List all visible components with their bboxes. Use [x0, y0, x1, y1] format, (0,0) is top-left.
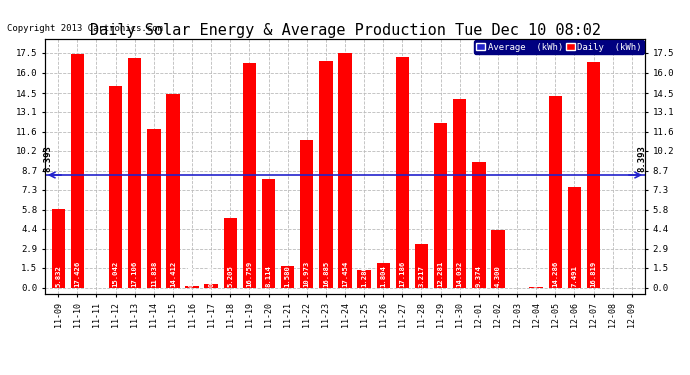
Bar: [415, 244, 428, 288]
Text: 17.454: 17.454: [342, 260, 348, 286]
Text: 17.186: 17.186: [400, 260, 405, 286]
Text: 8.393: 8.393: [43, 146, 52, 172]
Bar: [395, 57, 409, 288]
Text: 14.286: 14.286: [552, 260, 558, 286]
Text: 1.804: 1.804: [380, 265, 386, 286]
Bar: [549, 96, 562, 288]
Bar: [472, 162, 486, 288]
Text: 7.491: 7.491: [571, 265, 578, 286]
Title: Daily Solar Energy & Average Production Tue Dec 10 08:02: Daily Solar Energy & Average Production …: [90, 23, 600, 38]
Bar: [491, 230, 504, 288]
Bar: [453, 99, 466, 288]
Text: 12.281: 12.281: [437, 260, 444, 286]
Bar: [262, 179, 275, 288]
Bar: [586, 62, 600, 288]
Bar: [70, 54, 84, 288]
Bar: [434, 123, 447, 288]
Legend: Average  (kWh), Daily  (kWh): Average (kWh), Daily (kWh): [474, 40, 644, 54]
Text: 0.286: 0.286: [208, 265, 214, 286]
Text: Copyright 2013 Cartronics.com: Copyright 2013 Cartronics.com: [7, 24, 163, 33]
Bar: [377, 264, 390, 288]
Text: 3.217: 3.217: [418, 265, 424, 286]
Bar: [529, 287, 543, 288]
Bar: [109, 86, 122, 288]
Text: 4.300: 4.300: [495, 265, 501, 286]
Text: 0.050: 0.050: [533, 265, 539, 286]
Bar: [128, 58, 141, 288]
Bar: [224, 218, 237, 288]
Text: 1.280: 1.280: [361, 265, 367, 286]
Bar: [300, 140, 313, 288]
Text: 16.759: 16.759: [246, 260, 253, 286]
Bar: [281, 267, 295, 288]
Bar: [319, 61, 333, 288]
Bar: [243, 63, 256, 288]
Text: 1.580: 1.580: [285, 265, 290, 286]
Text: 8.393: 8.393: [638, 146, 647, 172]
Text: 16.885: 16.885: [323, 260, 329, 286]
Bar: [357, 270, 371, 288]
Bar: [568, 187, 581, 288]
Text: 5.832: 5.832: [55, 265, 61, 286]
Text: 9.374: 9.374: [476, 265, 482, 286]
Bar: [52, 209, 65, 288]
Text: 5.205: 5.205: [227, 265, 233, 286]
Bar: [186, 286, 199, 288]
Text: 0.144: 0.144: [189, 265, 195, 286]
Text: 14.412: 14.412: [170, 260, 176, 286]
Text: 17.106: 17.106: [132, 260, 138, 286]
Text: 14.032: 14.032: [457, 260, 463, 286]
Bar: [338, 53, 352, 288]
Bar: [166, 94, 179, 288]
Text: 16.819: 16.819: [591, 260, 597, 286]
Text: 10.973: 10.973: [304, 260, 310, 286]
Text: 8.114: 8.114: [266, 265, 272, 286]
Bar: [204, 284, 218, 288]
Text: 11.838: 11.838: [151, 260, 157, 286]
Bar: [147, 129, 161, 288]
Text: 17.426: 17.426: [75, 260, 80, 286]
Text: 15.042: 15.042: [112, 260, 119, 286]
